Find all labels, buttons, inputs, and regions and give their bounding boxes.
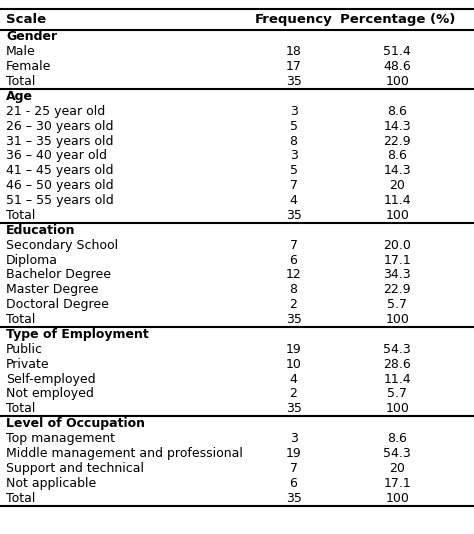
Text: 51.4: 51.4 (383, 45, 411, 58)
Text: 7: 7 (290, 462, 298, 475)
Text: 14.3: 14.3 (383, 164, 411, 177)
Text: 17: 17 (286, 60, 301, 73)
Text: 100: 100 (385, 313, 409, 326)
Text: 12: 12 (286, 269, 301, 281)
Text: Doctoral Degree: Doctoral Degree (6, 298, 109, 311)
Text: 31 – 35 years old: 31 – 35 years old (6, 135, 114, 147)
Text: Percentage (%): Percentage (%) (339, 13, 455, 26)
Text: 19: 19 (286, 447, 301, 460)
Text: Bachelor Degree: Bachelor Degree (6, 269, 111, 281)
Text: 2: 2 (290, 388, 298, 400)
Text: 8.6: 8.6 (387, 105, 407, 118)
Text: 14.3: 14.3 (383, 120, 411, 133)
Text: 54.3: 54.3 (383, 343, 411, 356)
Text: Public: Public (6, 343, 43, 356)
Text: 51 – 55 years old: 51 – 55 years old (6, 194, 114, 207)
Text: Diploma: Diploma (6, 254, 58, 266)
Text: 7: 7 (290, 179, 298, 192)
Text: 20: 20 (389, 462, 405, 475)
Text: 17.1: 17.1 (383, 254, 411, 266)
Text: 3: 3 (290, 105, 298, 118)
Text: 2: 2 (290, 298, 298, 311)
Text: 8.6: 8.6 (387, 432, 407, 445)
Text: 35: 35 (286, 313, 301, 326)
Text: Type of Employment: Type of Employment (6, 328, 149, 341)
Text: 21 - 25 year old: 21 - 25 year old (6, 105, 105, 118)
Text: 100: 100 (385, 402, 409, 415)
Text: 8: 8 (290, 284, 298, 296)
Text: 5: 5 (290, 164, 298, 177)
Text: 5.7: 5.7 (387, 298, 407, 311)
Text: 4: 4 (290, 373, 298, 386)
Text: 8.6: 8.6 (387, 150, 407, 162)
Text: Private: Private (6, 358, 50, 371)
Text: Total: Total (6, 313, 36, 326)
Text: 35: 35 (286, 492, 301, 505)
Text: 54.3: 54.3 (383, 447, 411, 460)
Text: Level of Occupation: Level of Occupation (6, 417, 145, 430)
Text: Master Degree: Master Degree (6, 284, 99, 296)
Text: Total: Total (6, 209, 36, 222)
Text: 3: 3 (290, 150, 298, 162)
Text: Gender: Gender (6, 30, 57, 43)
Text: 100: 100 (385, 492, 409, 505)
Text: Male: Male (6, 45, 36, 58)
Text: Not employed: Not employed (6, 388, 94, 400)
Text: 8: 8 (290, 135, 298, 147)
Text: Secondary School: Secondary School (6, 239, 118, 252)
Text: 11.4: 11.4 (383, 194, 411, 207)
Text: Frequency: Frequency (255, 13, 332, 26)
Text: 6: 6 (290, 254, 298, 266)
Text: 19: 19 (286, 343, 301, 356)
Text: Age: Age (6, 90, 33, 103)
Text: Self-employed: Self-employed (6, 373, 96, 386)
Text: 26 – 30 years old: 26 – 30 years old (6, 120, 114, 133)
Text: 48.6: 48.6 (383, 60, 411, 73)
Text: Female: Female (6, 60, 52, 73)
Text: 22.9: 22.9 (383, 284, 411, 296)
Text: Middle management and professional: Middle management and professional (6, 447, 243, 460)
Text: 22.9: 22.9 (383, 135, 411, 147)
Text: 4: 4 (290, 194, 298, 207)
Text: 20.0: 20.0 (383, 239, 411, 252)
Text: Not applicable: Not applicable (6, 477, 96, 490)
Text: 20: 20 (389, 179, 405, 192)
Text: 100: 100 (385, 75, 409, 88)
Text: 6: 6 (290, 477, 298, 490)
Text: 3: 3 (290, 432, 298, 445)
Text: 10: 10 (286, 358, 301, 371)
Text: 35: 35 (286, 75, 301, 88)
Text: Total: Total (6, 75, 36, 88)
Text: Total: Total (6, 402, 36, 415)
Text: 41 – 45 years old: 41 – 45 years old (6, 164, 114, 177)
Text: 28.6: 28.6 (383, 358, 411, 371)
Text: 36 – 40 year old: 36 – 40 year old (6, 150, 107, 162)
Text: 18: 18 (286, 45, 301, 58)
Text: 5: 5 (290, 120, 298, 133)
Text: Education: Education (6, 224, 75, 237)
Text: 34.3: 34.3 (383, 269, 411, 281)
Text: Support and technical: Support and technical (6, 462, 144, 475)
Text: Top management: Top management (6, 432, 115, 445)
Text: 7: 7 (290, 239, 298, 252)
Text: 100: 100 (385, 209, 409, 222)
Text: 11.4: 11.4 (383, 373, 411, 386)
Text: 35: 35 (286, 402, 301, 415)
Text: Scale: Scale (6, 13, 46, 26)
Text: Total: Total (6, 492, 36, 505)
Text: 17.1: 17.1 (383, 477, 411, 490)
Text: 46 – 50 years old: 46 – 50 years old (6, 179, 114, 192)
Text: 35: 35 (286, 209, 301, 222)
Text: 5.7: 5.7 (387, 388, 407, 400)
